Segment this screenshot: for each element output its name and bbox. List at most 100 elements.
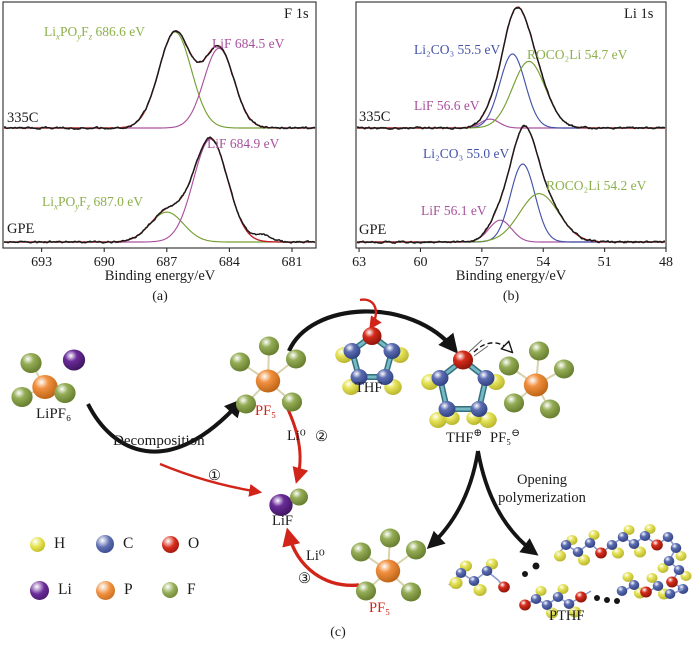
- atom-O: [452, 350, 474, 370]
- thf-attack-arrow: [359, 298, 382, 330]
- atom-H: [633, 546, 647, 558]
- atom-C: [563, 599, 575, 609]
- x-tick-label: 684: [219, 255, 240, 270]
- atom-C: [628, 580, 640, 590]
- peak-label-roco2li-gpe: ROCO₂Li 54.2 eV: [546, 178, 647, 193]
- peak-label-li2co3-gpe: Li₂CO₃ 55.0 eV: [423, 146, 510, 161]
- atom-F: [235, 394, 257, 414]
- atom-F: [400, 582, 422, 602]
- to-pf5-branch-arrow: [426, 450, 480, 549]
- x-tick-label: 48: [659, 255, 673, 270]
- sample-label-335c-a: 335C: [7, 110, 39, 126]
- legend-label-H: H: [54, 535, 66, 552]
- atom-O: [595, 547, 607, 559]
- route3-arrow: [282, 527, 360, 587]
- legend-label-F: F: [187, 581, 196, 598]
- x-tick-label: 57: [475, 255, 489, 270]
- li0-label-a: Li⁰: [287, 428, 306, 444]
- fit-component-lif-335c: [4, 47, 315, 129]
- atom-C: [616, 586, 628, 596]
- panel-a-title: F 1s: [284, 6, 309, 22]
- ellipsis-dots-pair: [522, 562, 540, 577]
- atom-H: [449, 577, 463, 589]
- legend-item-O: O: [162, 534, 228, 554]
- caption-a: (a): [152, 289, 168, 304]
- measured-spectrum-GPE: [356, 124, 665, 244]
- pf5-top-label: PF₅: [255, 403, 277, 419]
- fit-component-lif-b-335c: [357, 118, 665, 129]
- atom-F: [539, 399, 561, 419]
- ellipsis-dot: [614, 598, 620, 604]
- peak-label-lixpoyfz-gpe: LixPOyFz 687.0 eV: [42, 194, 144, 212]
- lipf6-molecule: [11, 349, 86, 407]
- atom-H: [622, 572, 634, 582]
- decomposition-label: Decomposition: [113, 433, 205, 449]
- pthf-chain-left: [448, 558, 510, 596]
- x-tick-label: 693: [31, 255, 52, 270]
- fit-envelope-335C: [357, 6, 665, 129]
- mechanism-molecules: [11, 327, 692, 619]
- pthf-label: PTHF: [549, 608, 585, 624]
- atom-C: [584, 538, 596, 548]
- lif-label: LiF: [272, 513, 293, 529]
- atom-C: [670, 543, 682, 553]
- ellipsis-dot: [532, 562, 540, 570]
- pthf-chain-top: [553, 524, 692, 594]
- pf5-right-molecule: [498, 341, 575, 419]
- x-tick-label: 54: [536, 255, 550, 270]
- legend-ball-O: [162, 535, 179, 553]
- atom-O: [498, 581, 510, 593]
- atom-F: [553, 359, 575, 379]
- atom-P: [375, 559, 401, 583]
- fit-envelope-GPE: [4, 137, 315, 243]
- sample-label-gpe-a: GPE: [7, 221, 35, 237]
- atom-C: [652, 581, 664, 591]
- atom-H: [623, 525, 635, 535]
- atom-F: [355, 581, 377, 601]
- atom-C: [470, 401, 488, 417]
- x-axis-title-a: Binding energy/eV: [104, 268, 216, 284]
- legend-ball-H: [30, 536, 45, 552]
- legend-item-P: P: [96, 580, 162, 600]
- measured-spectrum-335C: [356, 6, 666, 130]
- atom-F: [528, 341, 550, 361]
- atom-O: [651, 539, 663, 551]
- atom-F: [285, 349, 307, 369]
- atom-H: [473, 584, 487, 596]
- atom-F: [229, 352, 251, 372]
- atom-H: [611, 547, 625, 559]
- pf5-bottom-label: PF₅: [369, 600, 391, 616]
- legend-label-Li: Li: [58, 581, 72, 598]
- atom-C: [455, 568, 467, 578]
- panel-b-title: Li 1s: [624, 6, 654, 22]
- pf5-top-molecule: [229, 336, 307, 414]
- atom-O: [519, 599, 531, 611]
- atom-H: [680, 571, 692, 581]
- measured-spectrum-GPE: [3, 136, 316, 244]
- polymerization-branch-arrow: [476, 450, 539, 556]
- atom-H: [675, 551, 687, 561]
- atom-H: [568, 606, 582, 618]
- legend-label-O: O: [188, 535, 200, 552]
- atom-H: [479, 412, 497, 428]
- legend-item-Li: Li: [30, 580, 96, 600]
- atom-C: [350, 369, 368, 385]
- atom-C: [477, 370, 495, 386]
- legend-item-C: C: [96, 534, 162, 554]
- thf-molecule: [335, 327, 409, 395]
- atom-H: [429, 412, 447, 428]
- legend-label-C: C: [123, 535, 134, 552]
- atom-F: [498, 356, 520, 376]
- thf-label: THF: [355, 380, 383, 396]
- atom-C: [662, 532, 674, 542]
- atom-C: [663, 556, 675, 566]
- atom-F: [281, 392, 303, 412]
- sample-label-335c-b: 335C: [359, 109, 391, 125]
- atom-C: [673, 565, 685, 575]
- atom-Li: [62, 349, 86, 371]
- x-tick-label: 681: [282, 255, 303, 270]
- atom-H: [577, 554, 591, 566]
- atom-C: [639, 531, 651, 541]
